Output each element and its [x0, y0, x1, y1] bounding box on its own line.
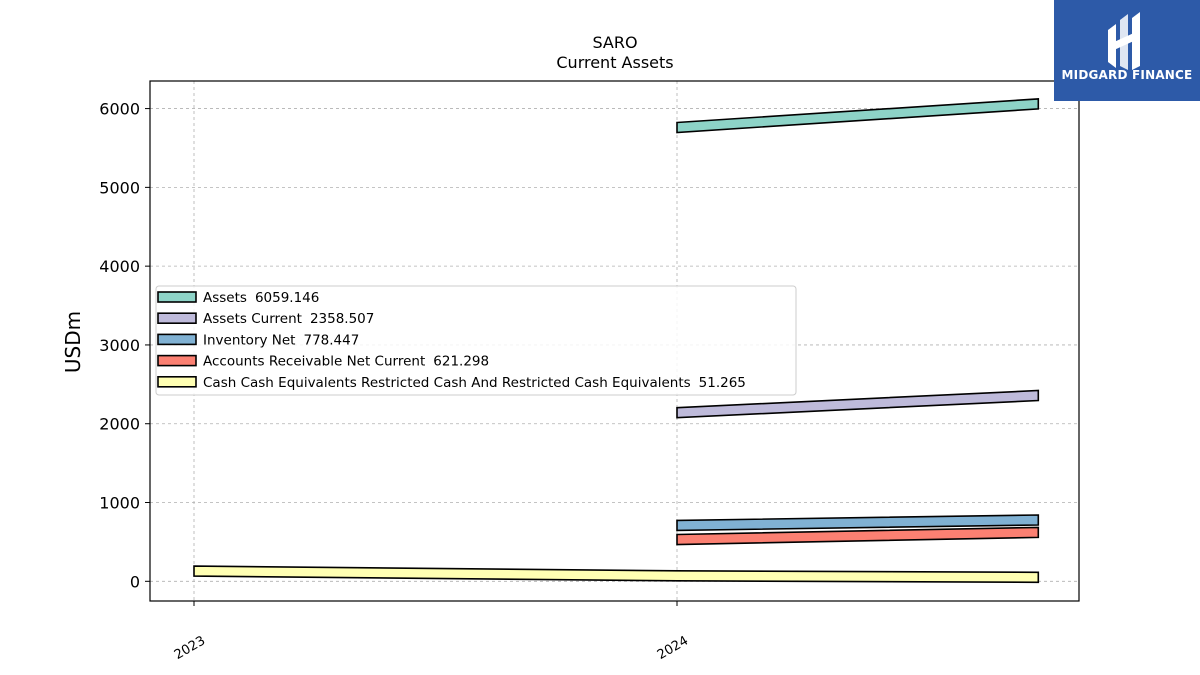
legend: Assets 6059.146 Assets Current 2358.507 Inve… [155, 285, 797, 396]
plot-area-frame [149, 80, 1080, 602]
chart-subtitle: Current Assets [556, 53, 673, 72]
y-tick-label: 1000 [99, 494, 140, 513]
series-line-4 [193, 565, 1040, 584]
legend-series-value: 621.298 [433, 354, 489, 370]
legend-series-name: Assets Current [203, 311, 302, 327]
legend-swatch-3 [157, 354, 197, 367]
legend-series-name: Inventory Net [203, 332, 295, 348]
series-layer [193, 98, 1040, 584]
x-axis: 2023 2024 [172, 601, 691, 663]
legend-box [155, 285, 797, 396]
legend-swatch-4 [157, 375, 197, 388]
legend-entry-1: Assets Current 2358.507 [203, 311, 374, 327]
y-tick-label: 4000 [99, 257, 140, 276]
legend-entry-3: Accounts Receivable Net Current 621.298 [203, 354, 489, 370]
legend-series-name: Assets [203, 290, 247, 306]
x-tick-label: 2023 [172, 633, 208, 663]
x-tick-label: 2024 [655, 633, 691, 663]
legend-series-value: 2358.507 [310, 311, 374, 327]
legend-series-name: Accounts Receivable Net Current [203, 354, 425, 370]
legend-series-name: Cash Cash Equivalents Restricted Cash An… [203, 375, 691, 391]
logo-mark-icon [1108, 12, 1140, 70]
y-tick-label: 2000 [99, 415, 140, 434]
legend-entry-4: Cash Cash Equivalents Restricted Cash An… [203, 375, 746, 391]
legend-entry-0: Assets 6059.146 [203, 290, 319, 306]
y-tick-label: 0 [130, 572, 140, 591]
series-line-0 [676, 98, 1040, 134]
series-line-3 [676, 526, 1040, 546]
y-tick-label: 6000 [99, 100, 140, 119]
legend-series-value: 51.265 [699, 375, 746, 391]
y-tick-label: 3000 [99, 336, 140, 355]
chart-title: SARO [592, 33, 637, 52]
y-axis-label: USDm [61, 311, 85, 373]
legend-series-value: 778.447 [303, 332, 359, 348]
midgard-finance-logo: MIDGARD FINANCE [1054, 0, 1200, 101]
y-axis: 0 1000 2000 3000 4000 5000 6000 [99, 100, 150, 591]
y-tick-label: 5000 [99, 178, 140, 197]
legend-swatch-2 [157, 333, 197, 346]
legend-swatch-1 [157, 312, 197, 325]
logo-text: MIDGARD FINANCE [1061, 68, 1193, 82]
legend-entry-2: Inventory Net 778.447 [203, 332, 359, 348]
series-line-2 [676, 514, 1040, 532]
series-line-1 [676, 389, 1040, 419]
legend-series-value: 6059.146 [255, 290, 319, 306]
legend-swatch-0 [157, 291, 197, 303]
